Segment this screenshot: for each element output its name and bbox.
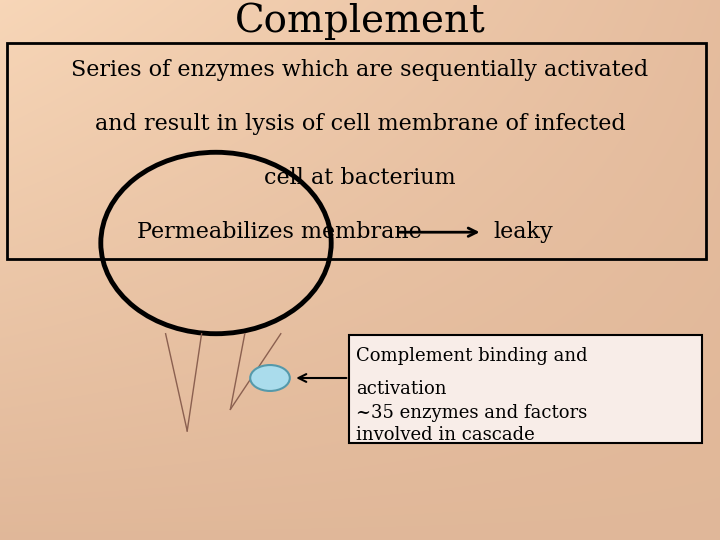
Text: Complement binding and: Complement binding and bbox=[356, 347, 588, 366]
Text: involved in cascade: involved in cascade bbox=[356, 426, 535, 444]
Text: Permeabilizes membrane: Permeabilizes membrane bbox=[137, 221, 421, 243]
Bar bbox=[349, 335, 702, 443]
Text: ~35 enzymes and factors: ~35 enzymes and factors bbox=[356, 404, 588, 422]
Bar bbox=[7, 43, 706, 259]
Text: leaky: leaky bbox=[493, 221, 553, 243]
Ellipse shape bbox=[251, 365, 289, 391]
Text: cell at bacterium: cell at bacterium bbox=[264, 167, 456, 189]
Text: and result in lysis of cell membrane of infected: and result in lysis of cell membrane of … bbox=[94, 113, 626, 135]
Text: Complement: Complement bbox=[235, 3, 485, 40]
Text: activation: activation bbox=[356, 380, 447, 398]
Text: Series of enzymes which are sequentially activated: Series of enzymes which are sequentially… bbox=[71, 59, 649, 81]
